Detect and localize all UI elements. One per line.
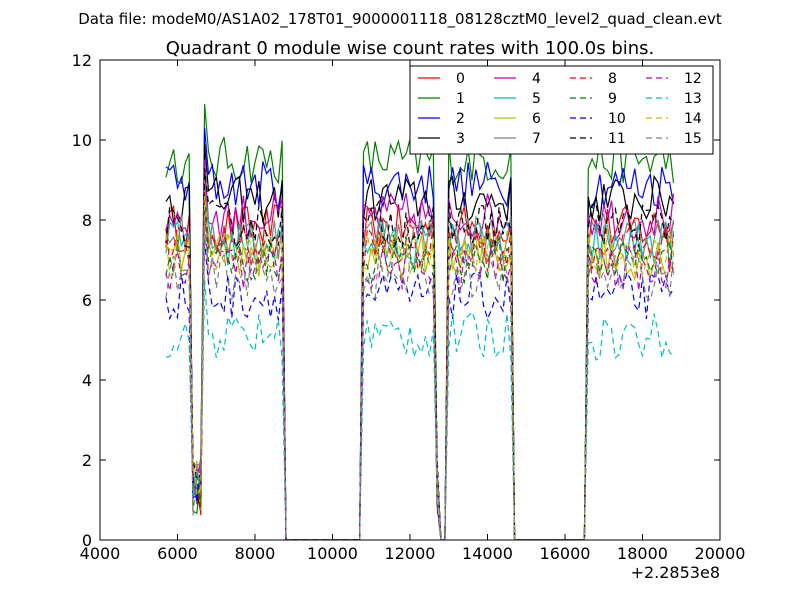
x-tick-label: 4000 [80, 544, 121, 563]
axis-ticks: 4000 6000 8000 10000 12000 14000 16000 18000 200… [72, 51, 746, 563]
legend-label: 12 [684, 71, 702, 87]
legend-label: 11 [608, 131, 626, 147]
y-tick-label: 12 [72, 51, 92, 70]
x-tick-label: 14000 [462, 544, 513, 563]
x-tick-label: 10000 [307, 544, 358, 563]
x-tick-label: 16000 [540, 544, 591, 563]
x-tick-label: 6000 [157, 544, 198, 563]
x-tick-label: 18000 [617, 544, 668, 563]
series-line-5 [165, 187, 675, 540]
legend-label: 3 [456, 131, 465, 147]
legend-label: 13 [684, 91, 702, 107]
legend-label: 2 [456, 111, 465, 127]
y-tick-label: 8 [82, 211, 92, 230]
series-line-10 [165, 239, 675, 540]
series-line-1 [165, 103, 675, 540]
series-line-2 [165, 127, 675, 540]
y-tick-label: 6 [82, 291, 92, 310]
legend-label: 8 [608, 71, 617, 87]
legend-label: 6 [532, 111, 541, 127]
legend-label: 9 [608, 91, 617, 107]
legend-label: 1 [456, 91, 465, 107]
y-tick-label: 10 [72, 131, 92, 150]
figure-suptitle: Data file: modeM0/AS1A02_178T01_90000011… [78, 10, 722, 29]
legend-box [409, 65, 714, 155]
series-line-12 [165, 211, 675, 540]
series-line-15 [165, 219, 675, 540]
plot-area [165, 103, 675, 540]
legend-label: 5 [532, 91, 541, 107]
y-tick-label: 2 [82, 451, 92, 470]
x-tick-label: 12000 [385, 544, 436, 563]
x-tick-label: 20000 [695, 544, 746, 563]
series-line-11 [165, 167, 675, 540]
legend-label: 14 [684, 111, 702, 127]
legend-label: 7 [532, 131, 541, 147]
legend-label: 0 [456, 71, 465, 87]
series-line-6 [165, 199, 675, 540]
y-tick-label: 0 [82, 531, 92, 550]
chart-title: Quadrant 0 module wise count rates with … [166, 38, 655, 59]
series-line-14 [165, 195, 675, 540]
legend-label: 10 [608, 111, 626, 127]
x-offset-label: +2.2853e8 [631, 563, 720, 582]
legend-label: 4 [532, 71, 541, 87]
x-tick-label: 8000 [235, 544, 276, 563]
series-line-3 [165, 143, 675, 540]
legend-label: 15 [684, 131, 702, 147]
y-tick-label: 4 [82, 371, 92, 390]
series-line-13 [165, 279, 674, 540]
